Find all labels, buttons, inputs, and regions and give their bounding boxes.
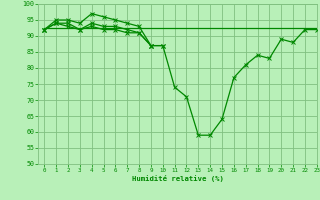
X-axis label: Humidité relative (%): Humidité relative (%) (132, 175, 224, 182)
